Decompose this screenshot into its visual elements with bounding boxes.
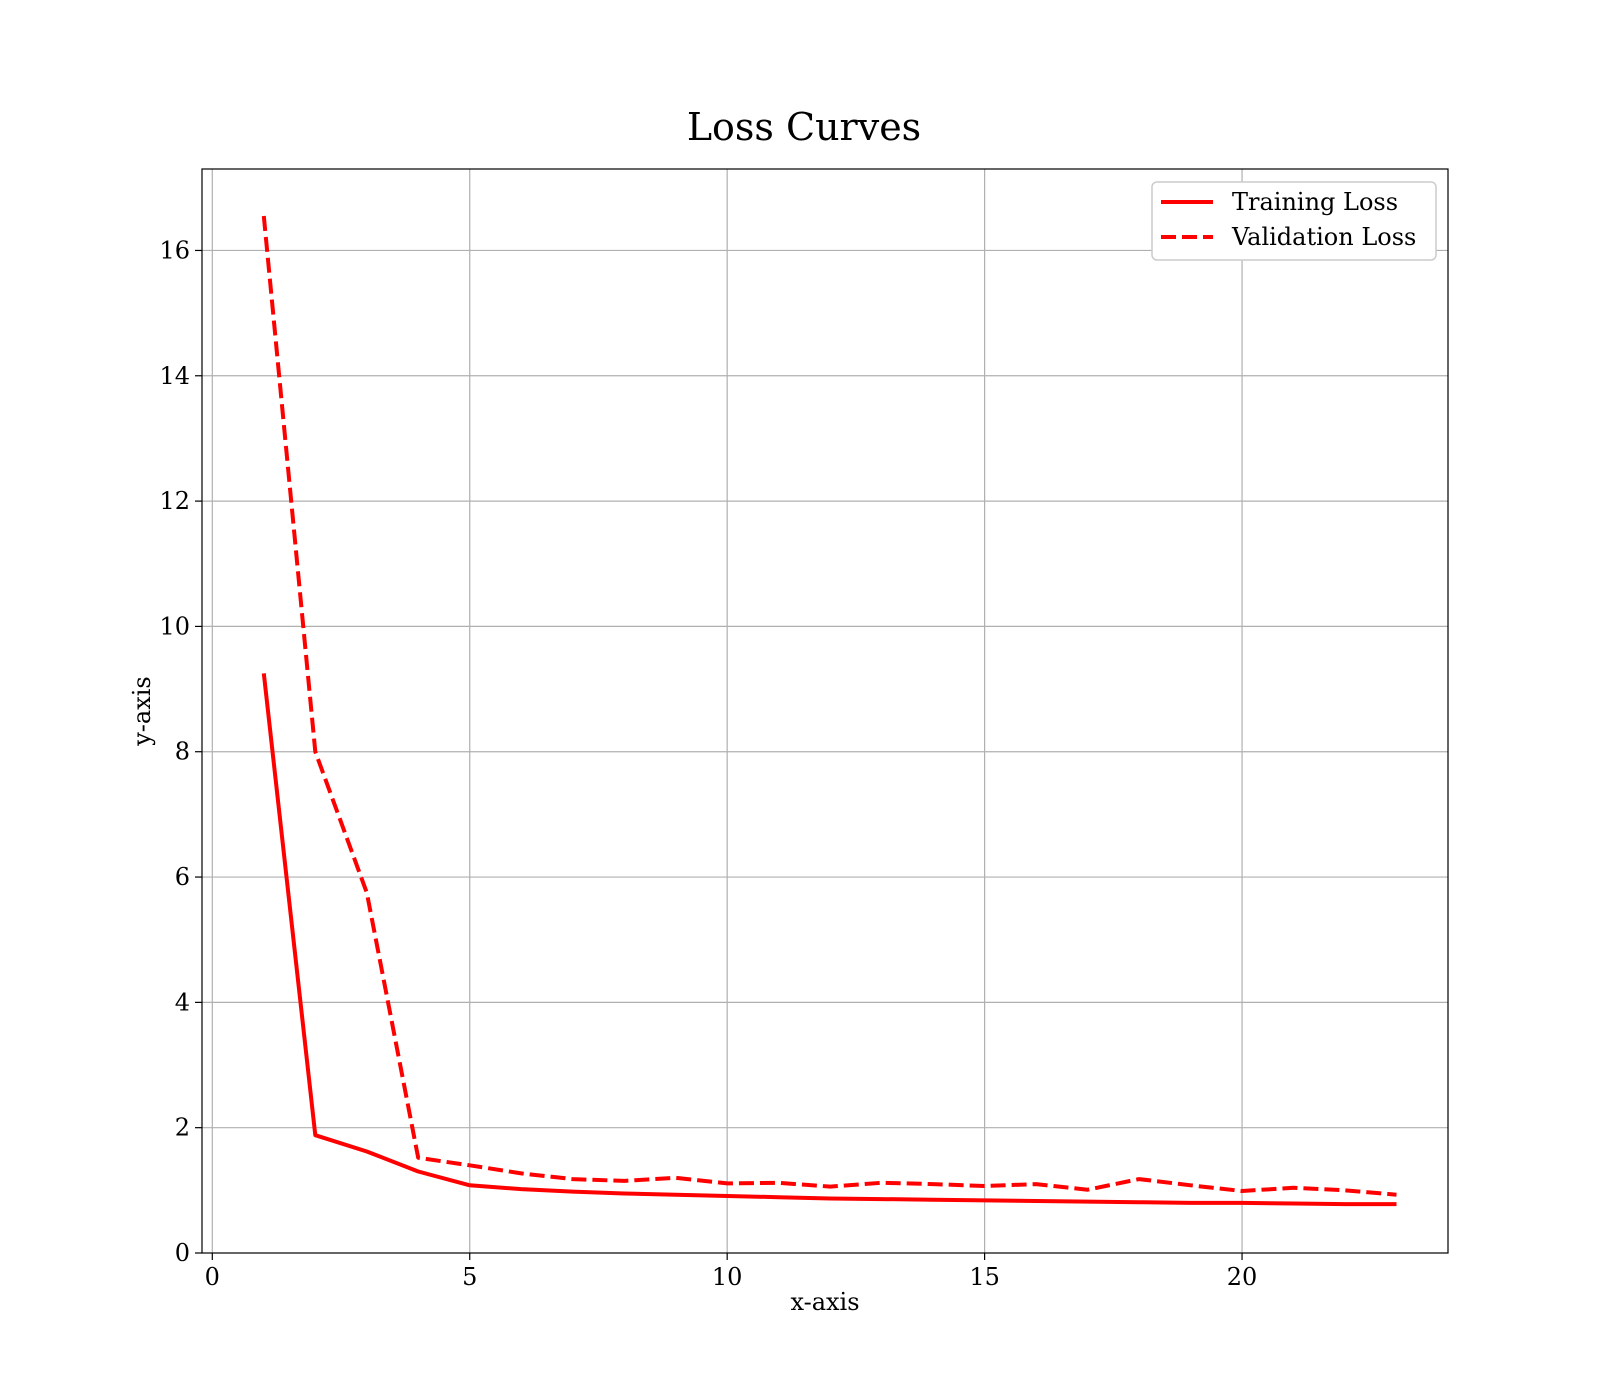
x-tick-label: 0 (205, 1263, 220, 1291)
y-tick-label: 4 (175, 988, 190, 1016)
legend-label-validation-loss: Validation Loss (1231, 223, 1416, 251)
y-tick-label: 2 (175, 1114, 190, 1142)
series-line-training-loss (261, 673, 1397, 1207)
x-tick-label: 5 (462, 1263, 477, 1291)
y-tick-label: 10 (159, 612, 190, 640)
plot-frame (201, 168, 1449, 1254)
legend-box (1151, 181, 1437, 261)
chart-title: Loss Curves (687, 105, 921, 149)
y-tick-label: 6 (175, 863, 190, 891)
y-axis-ticks: 0 2 4 6 8 10 12 14 16 (159, 236, 202, 1267)
legend-label-training-loss: Training Loss (1232, 188, 1398, 216)
x-axis-ticks: 0 5 10 15 20 (205, 1253, 1258, 1291)
x-tick-label: 15 (969, 1263, 1000, 1291)
y-tick-label: 16 (159, 236, 190, 264)
x-tick-label: 20 (1227, 1263, 1258, 1291)
series-line-validation-loss (261, 215, 1397, 1197)
series-layer (261, 215, 1397, 1207)
y-tick-label: 14 (159, 362, 190, 390)
x-axis-label: x-axis (790, 1288, 859, 1316)
y-tick-label: 8 (175, 738, 190, 766)
x-tick-label: 10 (712, 1263, 743, 1291)
legend: Training Loss Validation Loss (1151, 181, 1437, 261)
grid-layer (202, 169, 1448, 1253)
y-tick-label: 0 (175, 1239, 190, 1267)
y-axis-label: y-axis (128, 676, 156, 747)
y-tick-label: 12 (159, 487, 190, 515)
